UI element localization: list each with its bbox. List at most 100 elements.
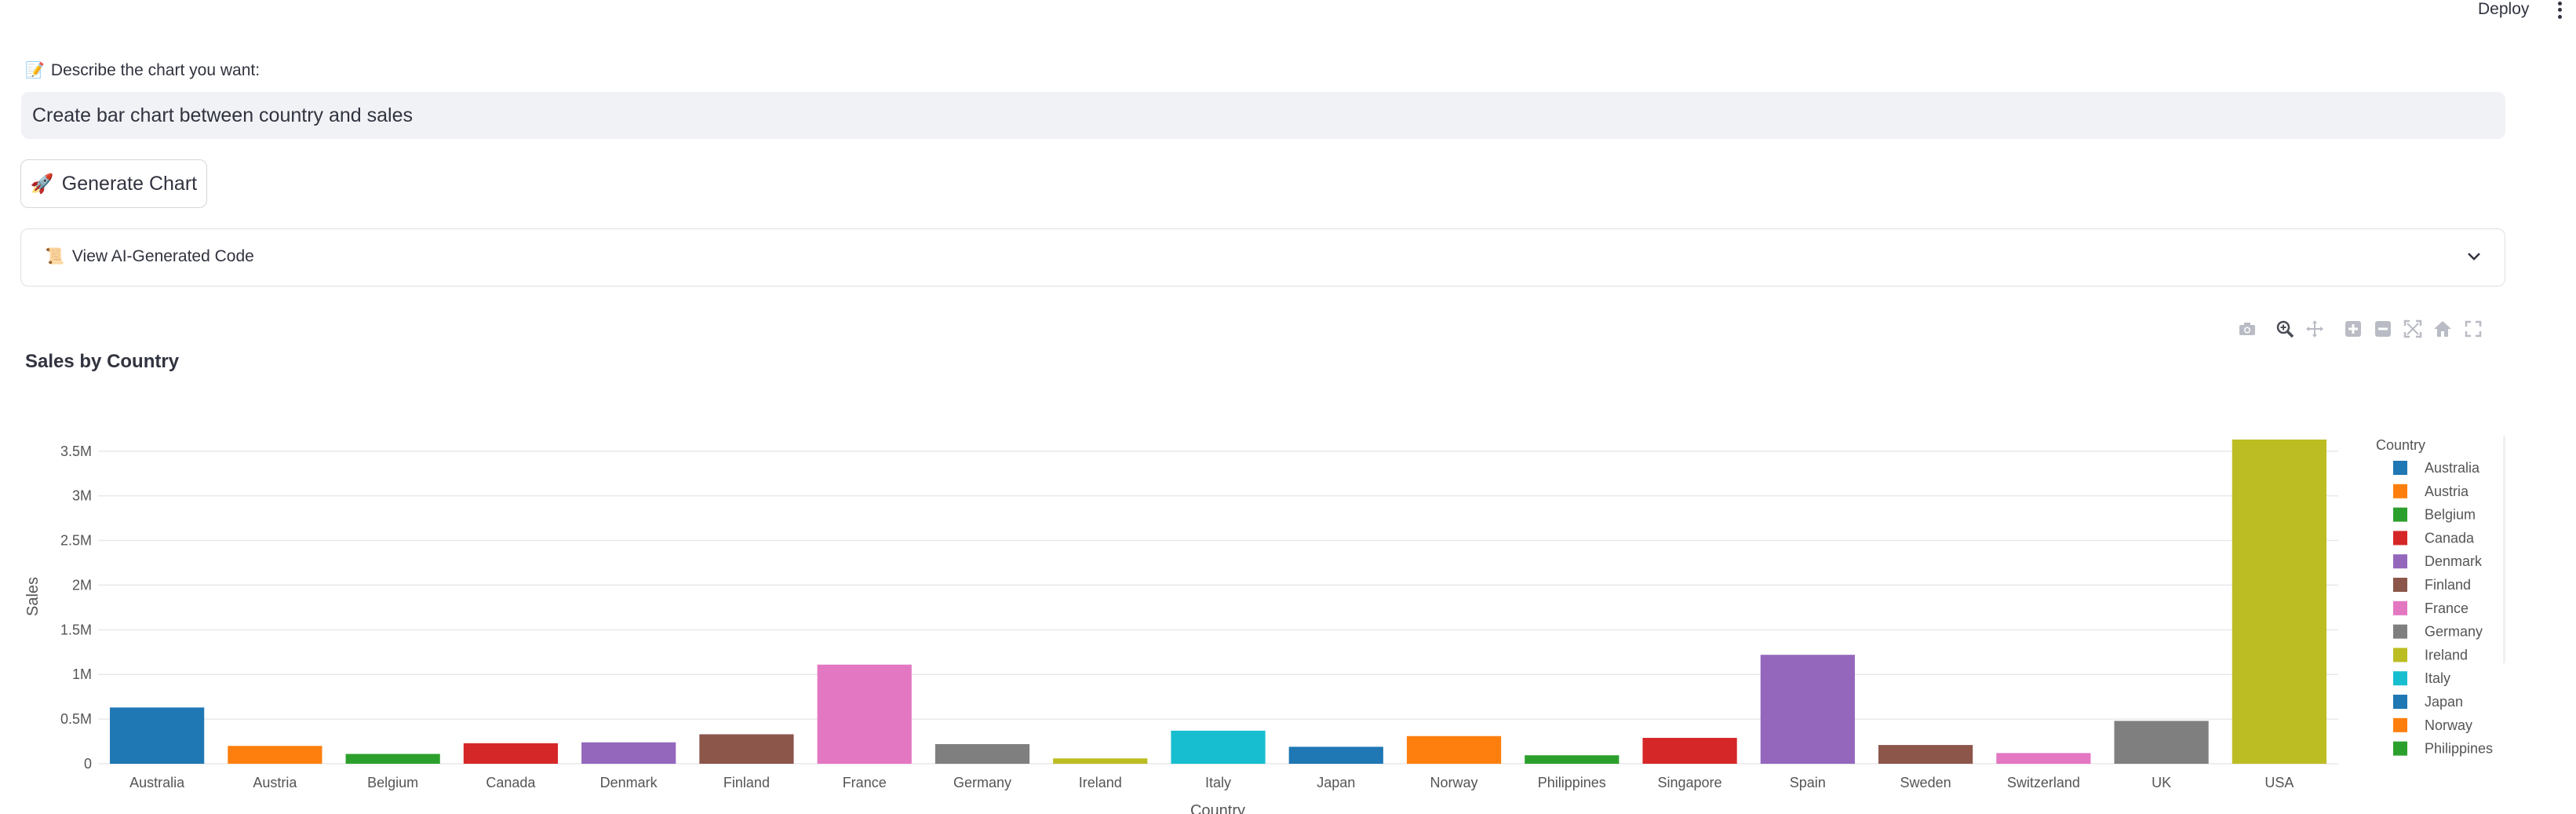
x-tick-label: Singapore bbox=[1658, 775, 1722, 790]
bar-japan[interactable] bbox=[1288, 746, 1383, 764]
bar-belgium[interactable] bbox=[345, 754, 440, 764]
bar-chart: Sales by Country 0 0.5M 1M 1.5M 2M 2.5M 3M 3.5M… bbox=[24, 351, 2505, 814]
x-tick-label: Belgium bbox=[367, 775, 418, 790]
legend-swatch[interactable] bbox=[2393, 484, 2407, 498]
x-tick-label: Australia bbox=[129, 775, 185, 790]
legend-item-ireland[interactable]: Ireland bbox=[2425, 647, 2468, 663]
code-expander[interactable]: 📜 View AI-Generated Code bbox=[20, 228, 2505, 287]
home-icon[interactable] bbox=[2432, 318, 2454, 340]
pan-icon[interactable] bbox=[2304, 318, 2326, 340]
legend-item-denmark[interactable]: Denmark bbox=[2425, 553, 2483, 569]
legend-swatch[interactable] bbox=[2393, 741, 2407, 756]
legend-swatch[interactable] bbox=[2393, 531, 2407, 546]
x-tick-label: Austria bbox=[253, 775, 297, 790]
bar-italy[interactable] bbox=[1171, 730, 1266, 764]
bar-spain[interactable] bbox=[1760, 655, 1855, 764]
zoom-out-icon[interactable] bbox=[2372, 318, 2394, 340]
bar-philippines[interactable] bbox=[1525, 755, 1620, 764]
x-tick-label: Spain bbox=[1790, 775, 1826, 790]
legend-item-norway[interactable]: Norway bbox=[2425, 717, 2472, 733]
memo-icon: 📝 bbox=[25, 62, 45, 79]
autoscale-icon[interactable] bbox=[2402, 318, 2424, 340]
legend-item-france[interactable]: France bbox=[2425, 600, 2469, 616]
zoom-in-icon[interactable] bbox=[2342, 318, 2364, 340]
generate-chart-button[interactable]: 🚀 Generate Chart bbox=[20, 159, 207, 208]
zoom-icon[interactable] bbox=[2274, 318, 2296, 340]
main-menu-icon[interactable] bbox=[2556, 0, 2563, 20]
legend-item-finland[interactable]: Finland bbox=[2425, 577, 2471, 593]
legend-swatch[interactable] bbox=[2393, 554, 2407, 569]
bar-denmark[interactable] bbox=[581, 742, 676, 764]
legend-item-australia[interactable]: Australia bbox=[2425, 460, 2480, 476]
y-tick-label: 1.5M bbox=[60, 622, 92, 637]
bar-singapore[interactable] bbox=[1642, 738, 1737, 764]
deploy-button[interactable]: Deploy bbox=[2478, 0, 2530, 18]
bars bbox=[110, 439, 2326, 764]
x-tick-label: Japan bbox=[1317, 775, 1355, 790]
bar-switzerland[interactable] bbox=[1996, 753, 2091, 764]
bar-sweden[interactable] bbox=[1878, 745, 1973, 764]
legend-item-philippines[interactable]: Philippines bbox=[2425, 741, 2493, 757]
bar-finland[interactable] bbox=[699, 734, 794, 764]
legend-swatch[interactable] bbox=[2393, 578, 2407, 592]
bar-germany[interactable] bbox=[935, 743, 1030, 764]
bar-ireland[interactable] bbox=[1053, 758, 1148, 764]
chevron-down-icon[interactable] bbox=[2465, 248, 2483, 265]
legend-item-austria[interactable]: Austria bbox=[2425, 484, 2469, 499]
x-tick-label: Finland bbox=[723, 775, 770, 790]
legend-swatch[interactable] bbox=[2393, 624, 2407, 639]
scroll-icon: 📜 bbox=[45, 248, 64, 265]
x-tick-label: Ireland bbox=[1079, 775, 1122, 790]
x-tick-label: Philippines bbox=[1538, 775, 1606, 790]
chart-title: Sales by Country bbox=[25, 351, 180, 372]
prompt-label: 📝 Describe the chart you want: bbox=[25, 60, 260, 80]
legend-swatch[interactable] bbox=[2393, 600, 2407, 615]
chart-grid bbox=[98, 451, 2338, 765]
x-tick-label: Canada bbox=[486, 775, 536, 790]
bar-uk[interactable] bbox=[2114, 721, 2209, 764]
bar-austria[interactable] bbox=[228, 746, 322, 764]
y-tick-label: 2M bbox=[72, 577, 92, 593]
legend-item-japan[interactable]: Japan bbox=[2425, 694, 2463, 710]
x-tick-label: France bbox=[843, 775, 887, 790]
prompt-input[interactable] bbox=[21, 92, 2505, 139]
legend-swatch[interactable] bbox=[2393, 648, 2407, 663]
rocket-icon: 🚀 bbox=[30, 173, 54, 195]
legend-item-belgium[interactable]: Belgium bbox=[2425, 507, 2476, 523]
bar-norway[interactable] bbox=[1406, 736, 1502, 764]
legend-swatch[interactable] bbox=[2393, 717, 2407, 732]
legend-title: Country bbox=[2376, 437, 2425, 453]
generate-chart-label: Generate Chart bbox=[61, 172, 198, 195]
y-tick-label: 1M bbox=[72, 666, 92, 682]
x-tick-label: Norway bbox=[1430, 775, 1478, 790]
legend-swatch[interactable] bbox=[2393, 695, 2407, 709]
legend-swatch[interactable] bbox=[2393, 507, 2407, 522]
x-axis-ticks: Australia Austria Belgium Canada Denmark Finl… bbox=[129, 775, 2294, 790]
y-tick-label: 0 bbox=[84, 756, 92, 772]
x-tick-label: UK bbox=[2152, 775, 2171, 790]
chart-modebar bbox=[2236, 318, 2495, 343]
legend-scrollbar[interactable] bbox=[2503, 436, 2505, 663]
expander-header[interactable]: 📜 View AI-Generated Code bbox=[45, 246, 254, 266]
expander-label: View AI-Generated Code bbox=[71, 246, 254, 265]
camera-icon[interactable] bbox=[2236, 318, 2258, 340]
fullscreen-icon[interactable] bbox=[2462, 318, 2484, 340]
x-tick-label: Switzerland bbox=[2007, 775, 2080, 790]
legend-item-canada[interactable]: Canada bbox=[2425, 530, 2475, 546]
top-bar: Deploy bbox=[0, 0, 2576, 24]
y-axis-ticks: 0 0.5M 1M 1.5M 2M 2.5M 3M 3.5M bbox=[60, 444, 92, 772]
legend-swatch[interactable] bbox=[2393, 461, 2407, 475]
x-tick-label: Denmark bbox=[600, 775, 658, 790]
chart-legend: Country Australia Austria Belgium Canada Den… bbox=[2376, 437, 2493, 757]
legend-swatch[interactable] bbox=[2393, 671, 2407, 686]
bar-france[interactable] bbox=[817, 664, 912, 764]
prompt-label-text: Describe the chart you want: bbox=[50, 60, 261, 79]
x-tick-label: Italy bbox=[1205, 775, 1231, 790]
legend-item-germany[interactable]: Germany bbox=[2425, 624, 2483, 640]
bar-australia[interactable] bbox=[110, 707, 205, 764]
legend-item-italy[interactable]: Italy bbox=[2425, 670, 2450, 686]
bar-usa[interactable] bbox=[2232, 439, 2326, 764]
x-tick-label: Germany bbox=[953, 775, 1011, 790]
x-tick-label: USA bbox=[2264, 775, 2294, 790]
bar-canada[interactable] bbox=[463, 743, 559, 764]
